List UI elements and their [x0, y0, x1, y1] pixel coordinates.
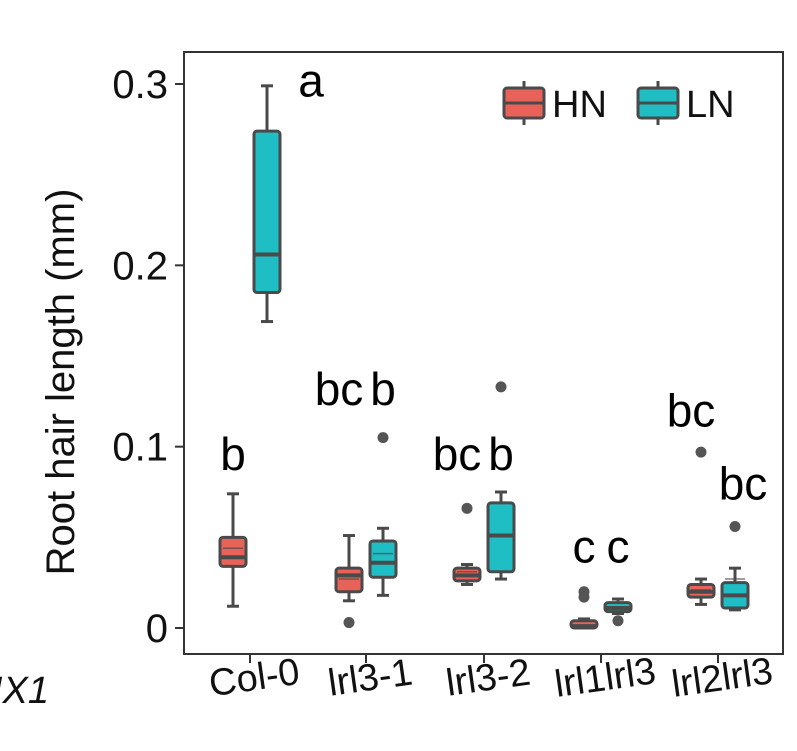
box-body	[368, 539, 398, 579]
y-tick-label-1: 0.1	[112, 426, 168, 470]
outlier-point	[461, 502, 473, 514]
outlier-point	[495, 381, 507, 393]
y-axis-title: Root hair length (mm)	[39, 189, 83, 576]
box-lrl3-1-LN	[368, 432, 398, 597]
sig-letter-1: b	[220, 428, 246, 480]
legend-label: LN	[686, 84, 735, 126]
sig-letter-6: c	[573, 521, 596, 573]
y-tick-label-2: 0.2	[112, 244, 168, 288]
x-axis: Col-0 lrl3-1 lrl3-2 lrl1lrl3 lrl2lrl3	[206, 650, 775, 706]
outlier-point	[612, 615, 624, 627]
x-tick-label-4: lrl2lrl3	[669, 650, 775, 706]
outlier-point	[578, 586, 590, 598]
left-row-label: IX1	[0, 670, 49, 712]
sig-letter-0: a	[298, 55, 324, 107]
box-lrl3-2-HN	[452, 502, 482, 586]
box-Col-0-HN	[218, 492, 248, 608]
x-tick-label-0: Col-0	[206, 651, 302, 705]
y-axis: 0 0.1 0.2 0.3	[112, 63, 184, 651]
legend-label: HN	[552, 84, 607, 126]
sig-letter-8: bc	[667, 385, 716, 437]
box-lrl1lrl3-LN	[603, 597, 633, 627]
sig-letter-3: b	[370, 363, 396, 415]
x-tick-label-3: lrl1lrl3	[552, 650, 658, 706]
box-lrl3-2-LN	[486, 381, 516, 581]
y-tick-label-3: 0.3	[112, 63, 168, 107]
legend-item-HN: HN	[502, 81, 607, 126]
outlier-point	[729, 520, 741, 532]
box-lrl1lrl3-HN	[569, 586, 599, 630]
x-tick-label-2: lrl3-2	[444, 651, 533, 704]
outlier-point	[377, 432, 389, 444]
sig-letter-7: c	[607, 521, 630, 573]
sig-letter-4: bc	[433, 428, 482, 480]
sig-letter-2: bc	[315, 363, 364, 415]
legend: HN LN	[502, 81, 735, 126]
box-body	[252, 129, 282, 295]
y-tick-label-0: 0	[146, 607, 168, 651]
sig-letter-9: bc	[719, 457, 768, 509]
box-body	[218, 535, 248, 568]
x-tick-label-1: lrl3-1	[326, 651, 415, 704]
legend-item-LN: LN	[636, 81, 735, 126]
outlier-point	[343, 617, 355, 629]
box-lrl2lrl3-HN	[686, 446, 716, 606]
box-lrl2lrl3-LN	[720, 520, 750, 612]
box-lrl3-1-HN	[334, 534, 364, 629]
outlier-point	[695, 446, 707, 458]
box-body	[334, 566, 364, 594]
box-series	[218, 84, 750, 630]
box-Col-0-LN	[252, 84, 282, 324]
sig-letter-5: b	[488, 428, 514, 480]
